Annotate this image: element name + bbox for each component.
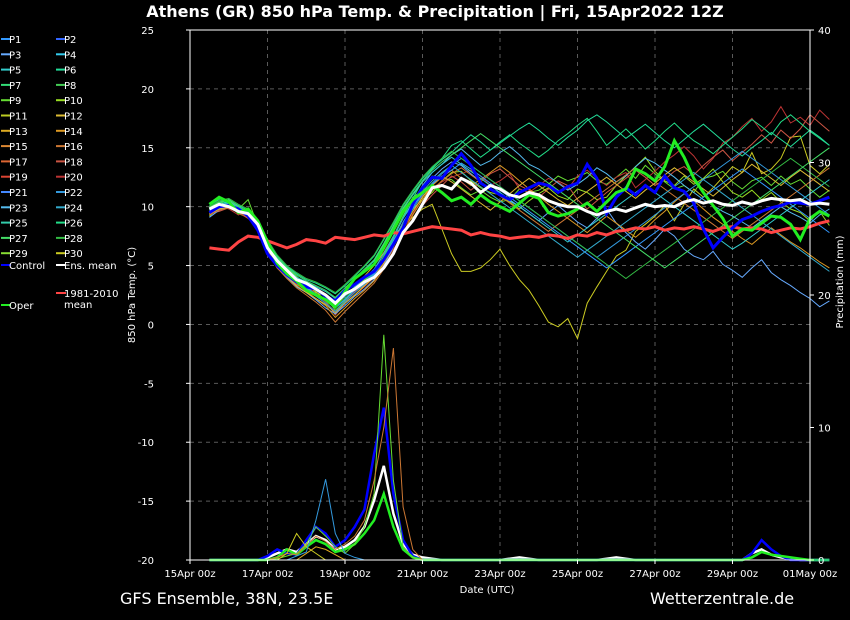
precip-line (209, 334, 830, 561)
legend-label: P24 (64, 203, 83, 214)
y-tick-label: 10 (141, 203, 154, 214)
precip-series-layer (209, 334, 830, 562)
precip-axis-ticks: 0 10 20 30 40 (810, 26, 831, 567)
legend-label: P23 (9, 203, 28, 214)
temp-axis-ticks: -20 -15 -10 -5 0 5 10 15 20 25 (138, 26, 190, 567)
x-tick-label: 21Apr 00z (397, 569, 448, 580)
date-axis-ticks: 15Apr 00z 17Apr 00z 19Apr 00z 21Apr 00z 23Ap… (164, 560, 837, 580)
main-temp-line (208, 137, 831, 309)
precip-line (209, 407, 830, 562)
y2-tick-label: 30 (818, 159, 831, 170)
y-tick-label: 0 (148, 320, 154, 331)
legend-label: P1 (9, 35, 21, 46)
legend-label: P29 (9, 249, 28, 260)
precip-axis-label: Precipitation (mm) (835, 235, 846, 328)
legend-label: Control (9, 261, 45, 272)
legend-label: P3 (9, 50, 21, 61)
legend-label: Ens. mean (64, 261, 117, 272)
y-tick-label: -10 (138, 438, 154, 449)
member-temp-line (209, 105, 830, 313)
legend-label: P30 (64, 249, 83, 260)
main-temp-line (209, 219, 830, 252)
member-temp-line (209, 114, 830, 295)
legend-label: P6 (64, 66, 76, 77)
precip-line (209, 347, 830, 561)
legend-label: P18 (64, 157, 83, 168)
member-temp-line (209, 150, 830, 294)
legend-label: P21 (9, 188, 28, 199)
x-tick-label: 19Apr 00z (319, 569, 370, 580)
legend-label: P19 (9, 173, 28, 184)
y-tick-label: 5 (148, 262, 154, 273)
y-tick-label: 25 (141, 26, 154, 37)
legend-label: P2 (64, 35, 76, 46)
footer-site-credit: Wetterzentrale.de (650, 589, 795, 608)
legend-label: P14 (64, 127, 83, 138)
x-tick-label: 23Apr 00z (474, 569, 525, 580)
y-tick-label: -15 (138, 497, 154, 508)
footer-model-info: GFS Ensemble, 38N, 23.5E (120, 589, 334, 608)
member-temp-line (209, 156, 830, 300)
y2-tick-label: 0 (818, 556, 824, 567)
y2-tick-label: 40 (818, 26, 831, 37)
precip-line (209, 489, 830, 562)
legend-label: P10 (64, 96, 83, 107)
x-tick-label: 29Apr 00z (707, 569, 758, 580)
legend-label: P25 (9, 219, 28, 230)
y-tick-label: 20 (141, 85, 154, 96)
y2-tick-label: 10 (818, 424, 831, 435)
legend-label: P4 (64, 50, 76, 61)
temp-axis-label: 850 hPa Temp. (°C) (127, 247, 138, 343)
grid-lines (190, 30, 810, 560)
y-tick-label: 15 (141, 144, 154, 155)
x-tick-label: 27Apr 00z (629, 569, 680, 580)
legend-label: P13 (9, 127, 28, 138)
legend-label: P26 (64, 219, 83, 230)
legend-label: P5 (9, 66, 21, 77)
x-tick-label: 01May 00z (783, 569, 838, 580)
chart-title: Athens (GR) 850 hPa Temp. & Precipitatio… (146, 2, 724, 22)
y-tick-label: -20 (138, 556, 154, 567)
legend-label: 1981-2010 (64, 289, 119, 300)
y-tick-label: -5 (144, 379, 154, 390)
main-temp-line (208, 176, 830, 306)
legend-label: P11 (9, 112, 28, 123)
legend-label: P7 (9, 81, 21, 92)
legend-label: P17 (9, 157, 28, 168)
y2-tick-label: 20 (818, 291, 831, 302)
legend-label: P20 (64, 173, 83, 184)
member-temp-line (209, 163, 830, 314)
x-tick-label: 17Apr 00z (242, 569, 293, 580)
legend: P1 P2 P3 P4 P5 P6 P7 P8 P9 P10 P11 P12 P13 P14 P15 P16 P… (1, 35, 119, 312)
legend-label: P22 (64, 188, 83, 199)
x-tick-label: 25Apr 00z (552, 569, 603, 580)
legend-label: P15 (9, 142, 28, 153)
x-tick-label: 15Apr 00z (164, 569, 215, 580)
main-series-layer (208, 137, 831, 309)
legend-label: P16 (64, 142, 83, 153)
legend-label: mean (64, 300, 92, 311)
legend-label: P9 (9, 96, 21, 107)
date-axis-label: Date (UTC) (460, 585, 515, 596)
legend-label: Oper (9, 301, 34, 312)
legend-label: P8 (64, 81, 76, 92)
legend-label: P27 (9, 234, 28, 245)
legend-label: P28 (64, 234, 83, 245)
legend-label: P12 (64, 112, 83, 123)
